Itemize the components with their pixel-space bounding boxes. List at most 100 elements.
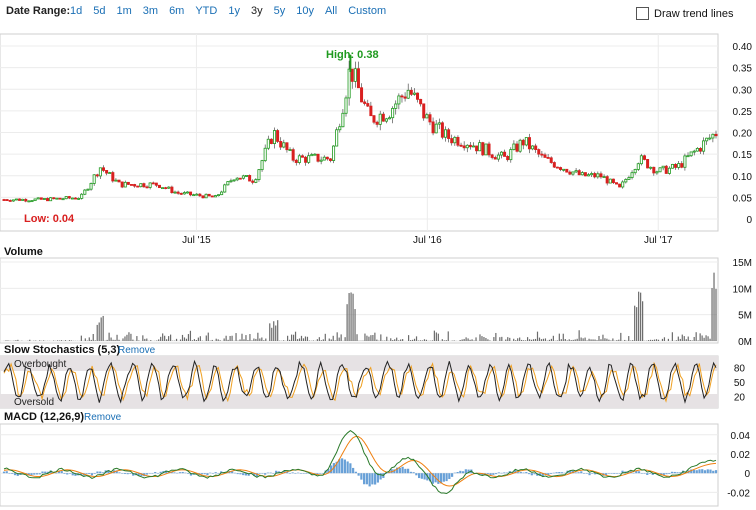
macd-histogram-bar: [90, 473, 94, 476]
candle-body: [282, 142, 286, 148]
candle-body: [661, 165, 665, 169]
range-button-custom[interactable]: Custom: [348, 5, 387, 17]
volume-bar: [618, 339, 620, 341]
volume-bar: [142, 335, 144, 341]
volume-bar: [398, 340, 400, 341]
draw-trend-lines-checkbox[interactable]: [636, 7, 649, 20]
volume-bar: [15, 340, 17, 341]
candle-body: [167, 186, 171, 189]
macd-histogram-bar: [461, 471, 465, 474]
macd-histogram-bar: [552, 472, 555, 474]
candle-body: [179, 192, 183, 195]
macd-remove-link[interactable]: Remove: [84, 412, 122, 423]
candle-body: [347, 68, 351, 99]
candle-body: [341, 112, 345, 128]
macd-histogram-bar: [132, 473, 135, 476]
macd-histogram-bar: [632, 472, 635, 474]
candle-body: [409, 89, 413, 95]
volume-bar: [499, 337, 501, 341]
volume-bar: [612, 338, 614, 341]
candle-body: [465, 144, 469, 149]
candle-body: [621, 181, 625, 188]
macd-histogram-bar: [420, 473, 423, 479]
volume-bar: [243, 339, 245, 341]
volume-bar: [255, 338, 257, 341]
macd-histogram-bar: [635, 471, 638, 474]
candle-body: [670, 163, 674, 169]
volume-bar: [245, 335, 247, 341]
draw-trend-lines-toggle[interactable]: Draw trend lines: [636, 7, 733, 20]
range-button-6m[interactable]: 6m: [169, 5, 185, 17]
macd-histogram-bar: [368, 473, 371, 487]
price-x-axis: Jul '15 Jul '16 Jul '17: [182, 235, 673, 246]
range-button-5y[interactable]: 5y: [273, 5, 286, 17]
volume-bar: [292, 334, 295, 341]
volume-bar: [568, 339, 570, 341]
volume-bar: [380, 334, 382, 341]
price-panel: 0.40 0.35 0.30 0.25 0.20 0.15 0.10 0.05 0 Jul '1…: [0, 33, 753, 246]
macd-histogram-bar: [66, 473, 69, 475]
macd-histogram-bar: [456, 472, 459, 474]
candle-body: [263, 147, 267, 162]
volume-bar: [528, 339, 531, 341]
candle-body: [394, 103, 398, 109]
macd-histogram-bar: [648, 473, 652, 474]
range-button-1y[interactable]: 1y: [228, 5, 240, 17]
candle-body: [185, 191, 189, 194]
macd-histogram-bar: [264, 473, 267, 475]
volume-bar: [447, 331, 449, 341]
candle-body: [580, 172, 584, 176]
macd-histogram-bar: [335, 461, 338, 474]
volume-bar: [487, 339, 489, 341]
price-y-tick: 0.25: [733, 107, 753, 118]
range-button-ytd[interactable]: YTD: [195, 5, 218, 17]
range-button-3y[interactable]: 3y: [250, 5, 263, 17]
volume-bar: [501, 336, 503, 341]
stochastics-y-axis: 80 50 20: [734, 364, 746, 404]
volume-bar: [590, 339, 592, 341]
range-button-3m[interactable]: 3m: [142, 5, 159, 17]
volume-bar: [415, 336, 418, 341]
macd-histogram-bar: [88, 473, 91, 475]
range-button-1m[interactable]: 1m: [116, 5, 132, 17]
macd-histogram-bar: [214, 472, 217, 474]
price-x-tick: Jul '16: [413, 235, 442, 246]
volume-bar: [296, 339, 299, 341]
macd-histogram-bar: [233, 472, 237, 474]
stochastics-remove-link[interactable]: Remove: [118, 345, 156, 356]
candle-body: [658, 167, 662, 173]
range-button-all[interactable]: All: [324, 5, 338, 17]
range-button-5d[interactable]: 5d: [93, 5, 106, 17]
stochastics-y-tick: 50: [734, 378, 746, 389]
candle-body: [279, 141, 283, 148]
volume-bar: [215, 338, 217, 341]
candle-body: [310, 154, 314, 157]
macd-histogram-bar: [527, 473, 531, 475]
candle-body: [568, 171, 572, 175]
stochastics-d-line: [3, 361, 717, 403]
range-button-1d[interactable]: 1d: [70, 5, 83, 17]
macd-histogram-bar: [533, 473, 536, 475]
volume-bar: [687, 336, 689, 341]
candle-body: [378, 113, 382, 125]
volume-bar: [322, 339, 324, 341]
volume-bar: [175, 338, 178, 341]
volume-bar: [330, 339, 332, 341]
volume-bar: [578, 330, 580, 341]
volume-bar: [675, 340, 677, 341]
range-button-10y[interactable]: 10y: [296, 5, 314, 17]
macd-histogram-bar: [211, 473, 215, 474]
macd-histogram-bar: [341, 458, 344, 474]
macd-histogram-bar: [352, 467, 355, 474]
macd-histogram-bar: [574, 472, 577, 474]
candle-body: [123, 181, 127, 188]
macd-histogram-bar: [489, 473, 492, 476]
macd-histogram-bar: [145, 473, 149, 475]
volume-bar: [166, 339, 168, 341]
candle-body: [499, 151, 503, 156]
volume-bar: [556, 340, 558, 341]
candle-body: [14, 198, 18, 201]
macd-histogram-bar: [288, 473, 291, 474]
candle-body: [655, 171, 659, 174]
